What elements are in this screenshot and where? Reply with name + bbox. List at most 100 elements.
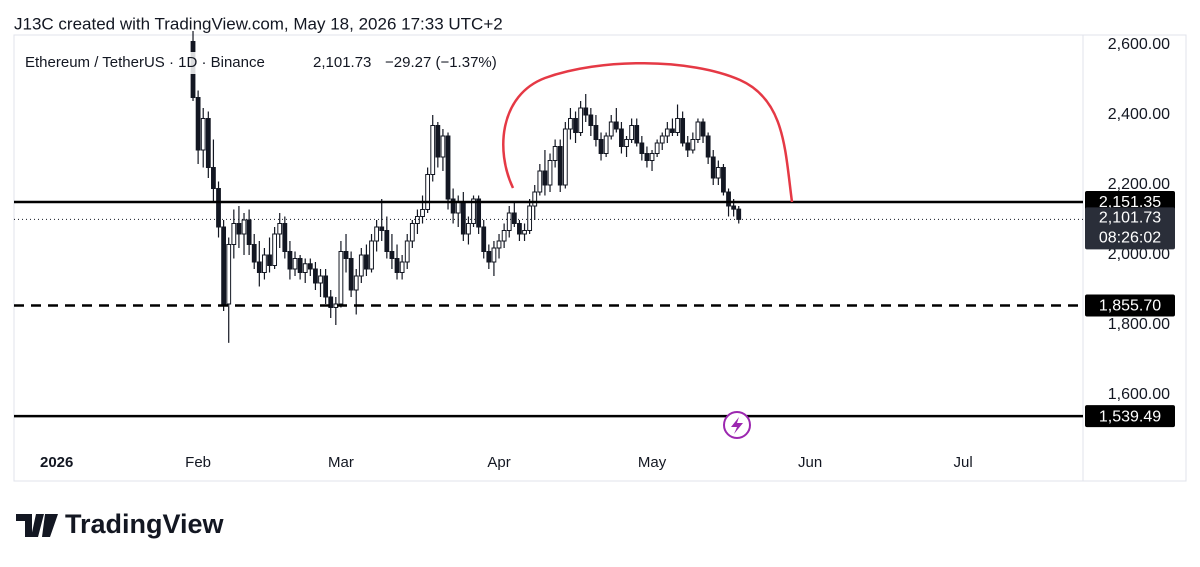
candle-body	[460, 202, 466, 235]
candle-body	[455, 202, 461, 214]
candle-body	[200, 118, 206, 151]
y-tick-label: 1,600.00	[1108, 386, 1170, 403]
candle-body	[562, 128, 568, 186]
candle-body	[328, 296, 334, 308]
candle-body	[511, 212, 517, 225]
candle-body	[369, 240, 374, 270]
candle-body	[608, 121, 614, 137]
brand-mark	[16, 514, 58, 537]
countdown-label: 08:26:02	[1099, 230, 1161, 247]
candle-body	[425, 174, 431, 211]
candle-body	[537, 170, 543, 193]
candle-body	[348, 257, 354, 291]
candle-body	[690, 139, 696, 151]
candle-body	[731, 205, 737, 210]
candle-body	[670, 128, 675, 134]
candle-body	[506, 212, 512, 232]
candle-body	[241, 219, 247, 235]
legend-background	[22, 52, 517, 74]
candle-body	[440, 135, 446, 158]
candle-body	[736, 208, 742, 220]
candle-body	[578, 107, 584, 134]
candle-body	[445, 135, 451, 200]
candle-body	[552, 146, 558, 162]
candle-body	[695, 121, 701, 141]
candle-body	[226, 243, 232, 305]
brand-logo: TradingView	[16, 509, 225, 539]
x-tick-label: Feb	[185, 454, 211, 471]
level-label-box	[1085, 294, 1175, 317]
candle-body	[318, 275, 323, 284]
candle-body	[313, 268, 318, 284]
candle-body	[394, 257, 400, 273]
candle-body	[705, 135, 711, 158]
candle-body	[343, 250, 349, 259]
candle-body	[374, 226, 380, 242]
candle-body	[603, 135, 609, 155]
x-tick-label: Jun	[798, 454, 822, 471]
candle-body	[634, 125, 640, 144]
candle-body	[619, 128, 624, 148]
candle-body	[404, 240, 410, 263]
candle-body	[481, 226, 487, 252]
candle-body	[644, 153, 650, 162]
brand-name: TradingView	[65, 509, 225, 539]
y-tick-label: 2,200.00	[1108, 176, 1170, 193]
candle-body	[205, 118, 211, 169]
candle-body	[654, 142, 660, 155]
candle-body	[282, 223, 288, 252]
candle-body	[573, 118, 578, 134]
candle-body	[216, 188, 221, 228]
candle-body	[246, 219, 252, 245]
candle-body	[389, 250, 395, 259]
last-price-label: 2,101.73	[1099, 210, 1161, 227]
candle-body	[476, 198, 482, 228]
candle-body	[532, 191, 538, 207]
candle-body	[675, 118, 680, 134]
candle-body	[338, 250, 344, 305]
candle-body	[287, 250, 293, 270]
arc-annotation	[502, 62, 794, 203]
candle-body	[491, 247, 497, 263]
candle-body	[292, 257, 298, 270]
candle-body	[624, 139, 629, 148]
candle-body	[267, 254, 272, 266]
candle-body	[659, 135, 665, 144]
candle-body	[568, 118, 573, 130]
candle-body	[221, 226, 227, 305]
candle-body	[195, 97, 201, 151]
event-icon	[723, 411, 751, 439]
candle-body	[685, 142, 691, 151]
x-tick-label: Mar	[328, 454, 354, 471]
y-tick-label: 2,600.00	[1108, 36, 1170, 53]
candle-body	[639, 142, 645, 155]
candle-body	[384, 230, 390, 252]
candle-body	[256, 261, 262, 273]
candle-body	[680, 118, 686, 144]
candle-body	[527, 205, 533, 232]
candle-body	[450, 198, 456, 214]
x-tick-label: May	[638, 454, 667, 471]
candle-body	[262, 254, 267, 273]
chart-frame	[13, 34, 1187, 482]
candle-body	[430, 125, 436, 176]
candle-body	[415, 216, 420, 225]
x-tick-label: 2026	[40, 454, 73, 471]
candle-body	[231, 223, 237, 245]
last-price: 2,101.73	[313, 54, 371, 71]
y-tick-label: 2,000.00	[1108, 246, 1170, 263]
candle-body	[399, 261, 405, 273]
candle-body	[409, 223, 415, 242]
candle-body	[211, 167, 216, 190]
candle-body	[664, 128, 670, 137]
candle-body	[726, 191, 731, 207]
candle-body	[364, 254, 369, 270]
level-label: 2,151.35	[1099, 194, 1161, 211]
level-label: 1,855.70	[1099, 298, 1161, 315]
candle-body	[613, 121, 619, 130]
candle-body	[588, 114, 594, 127]
candle-body	[557, 146, 563, 186]
candle-body	[522, 230, 527, 235]
event-bolt	[731, 417, 743, 434]
